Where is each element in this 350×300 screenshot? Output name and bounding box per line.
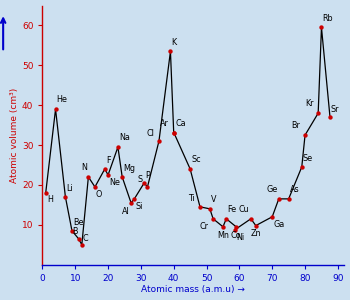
Point <box>210 216 216 221</box>
Point <box>315 111 321 116</box>
Text: V: V <box>211 195 216 204</box>
Point <box>302 133 308 137</box>
Text: Ne: Ne <box>109 178 120 187</box>
Point <box>286 196 292 201</box>
Text: Zn: Zn <box>251 229 261 238</box>
Text: Se: Se <box>303 154 313 163</box>
Point <box>232 227 238 232</box>
Text: Mg: Mg <box>123 164 135 173</box>
Point <box>43 190 49 195</box>
Point <box>79 242 85 247</box>
Point <box>223 216 229 221</box>
Point <box>171 131 177 136</box>
Point <box>128 200 134 205</box>
Text: Ar: Ar <box>160 119 169 128</box>
Text: K: K <box>172 38 176 46</box>
Text: Co: Co <box>231 230 241 239</box>
Point <box>253 223 259 228</box>
Text: H: H <box>47 195 53 204</box>
Text: He: He <box>57 95 68 104</box>
Text: Br: Br <box>291 121 300 130</box>
Point <box>171 131 176 136</box>
Point <box>327 115 333 120</box>
Point <box>63 194 68 199</box>
Text: F: F <box>106 156 110 165</box>
Text: P: P <box>145 171 150 180</box>
Point <box>102 167 107 171</box>
Text: Cr: Cr <box>199 222 208 231</box>
Text: Li: Li <box>66 184 73 193</box>
Text: Ga: Ga <box>273 220 285 229</box>
Text: Be: Be <box>73 218 83 227</box>
Text: Ti: Ti <box>188 194 195 203</box>
Point <box>53 107 58 112</box>
Text: C: C <box>83 234 89 243</box>
Point <box>141 181 147 185</box>
Point <box>69 228 75 233</box>
Point <box>276 196 282 201</box>
Point <box>197 204 203 209</box>
Text: N: N <box>81 163 87 172</box>
Point <box>187 167 193 171</box>
Point <box>248 216 254 221</box>
Text: Mn: Mn <box>217 230 229 239</box>
X-axis label: Atomic mass (a.m.u) →: Atomic mass (a.m.u) → <box>141 285 245 294</box>
Text: Na: Na <box>119 133 130 142</box>
Text: Ni: Ni <box>236 232 244 242</box>
Point <box>299 165 304 170</box>
Text: Si: Si <box>135 202 143 211</box>
Text: Al: Al <box>122 207 130 216</box>
Point <box>105 172 111 177</box>
Point <box>132 196 137 201</box>
Text: Fe: Fe <box>227 205 236 214</box>
Text: Kr: Kr <box>305 99 313 108</box>
Point <box>233 224 239 229</box>
Point <box>92 184 98 189</box>
Point <box>86 175 91 179</box>
Text: As: As <box>289 185 299 194</box>
Point <box>115 145 121 149</box>
Text: O: O <box>96 190 102 199</box>
Y-axis label: Atomic volume (cm³): Atomic volume (cm³) <box>10 88 19 183</box>
Point <box>220 224 226 229</box>
Text: Cu: Cu <box>239 205 249 214</box>
Point <box>156 139 162 143</box>
Text: Sc: Sc <box>191 155 201 164</box>
Text: Sr: Sr <box>331 105 340 114</box>
Text: Cl: Cl <box>146 129 154 138</box>
Text: Ge: Ge <box>267 185 278 194</box>
Text: Ca: Ca <box>175 119 186 128</box>
Point <box>76 236 81 241</box>
Text: B: B <box>72 226 78 236</box>
Point <box>207 206 213 211</box>
Point <box>145 184 150 189</box>
Text: Rb: Rb <box>322 14 333 23</box>
Point <box>168 49 173 54</box>
Point <box>318 25 324 30</box>
Point <box>270 214 275 219</box>
Point <box>119 175 125 179</box>
Text: S: S <box>138 175 142 184</box>
